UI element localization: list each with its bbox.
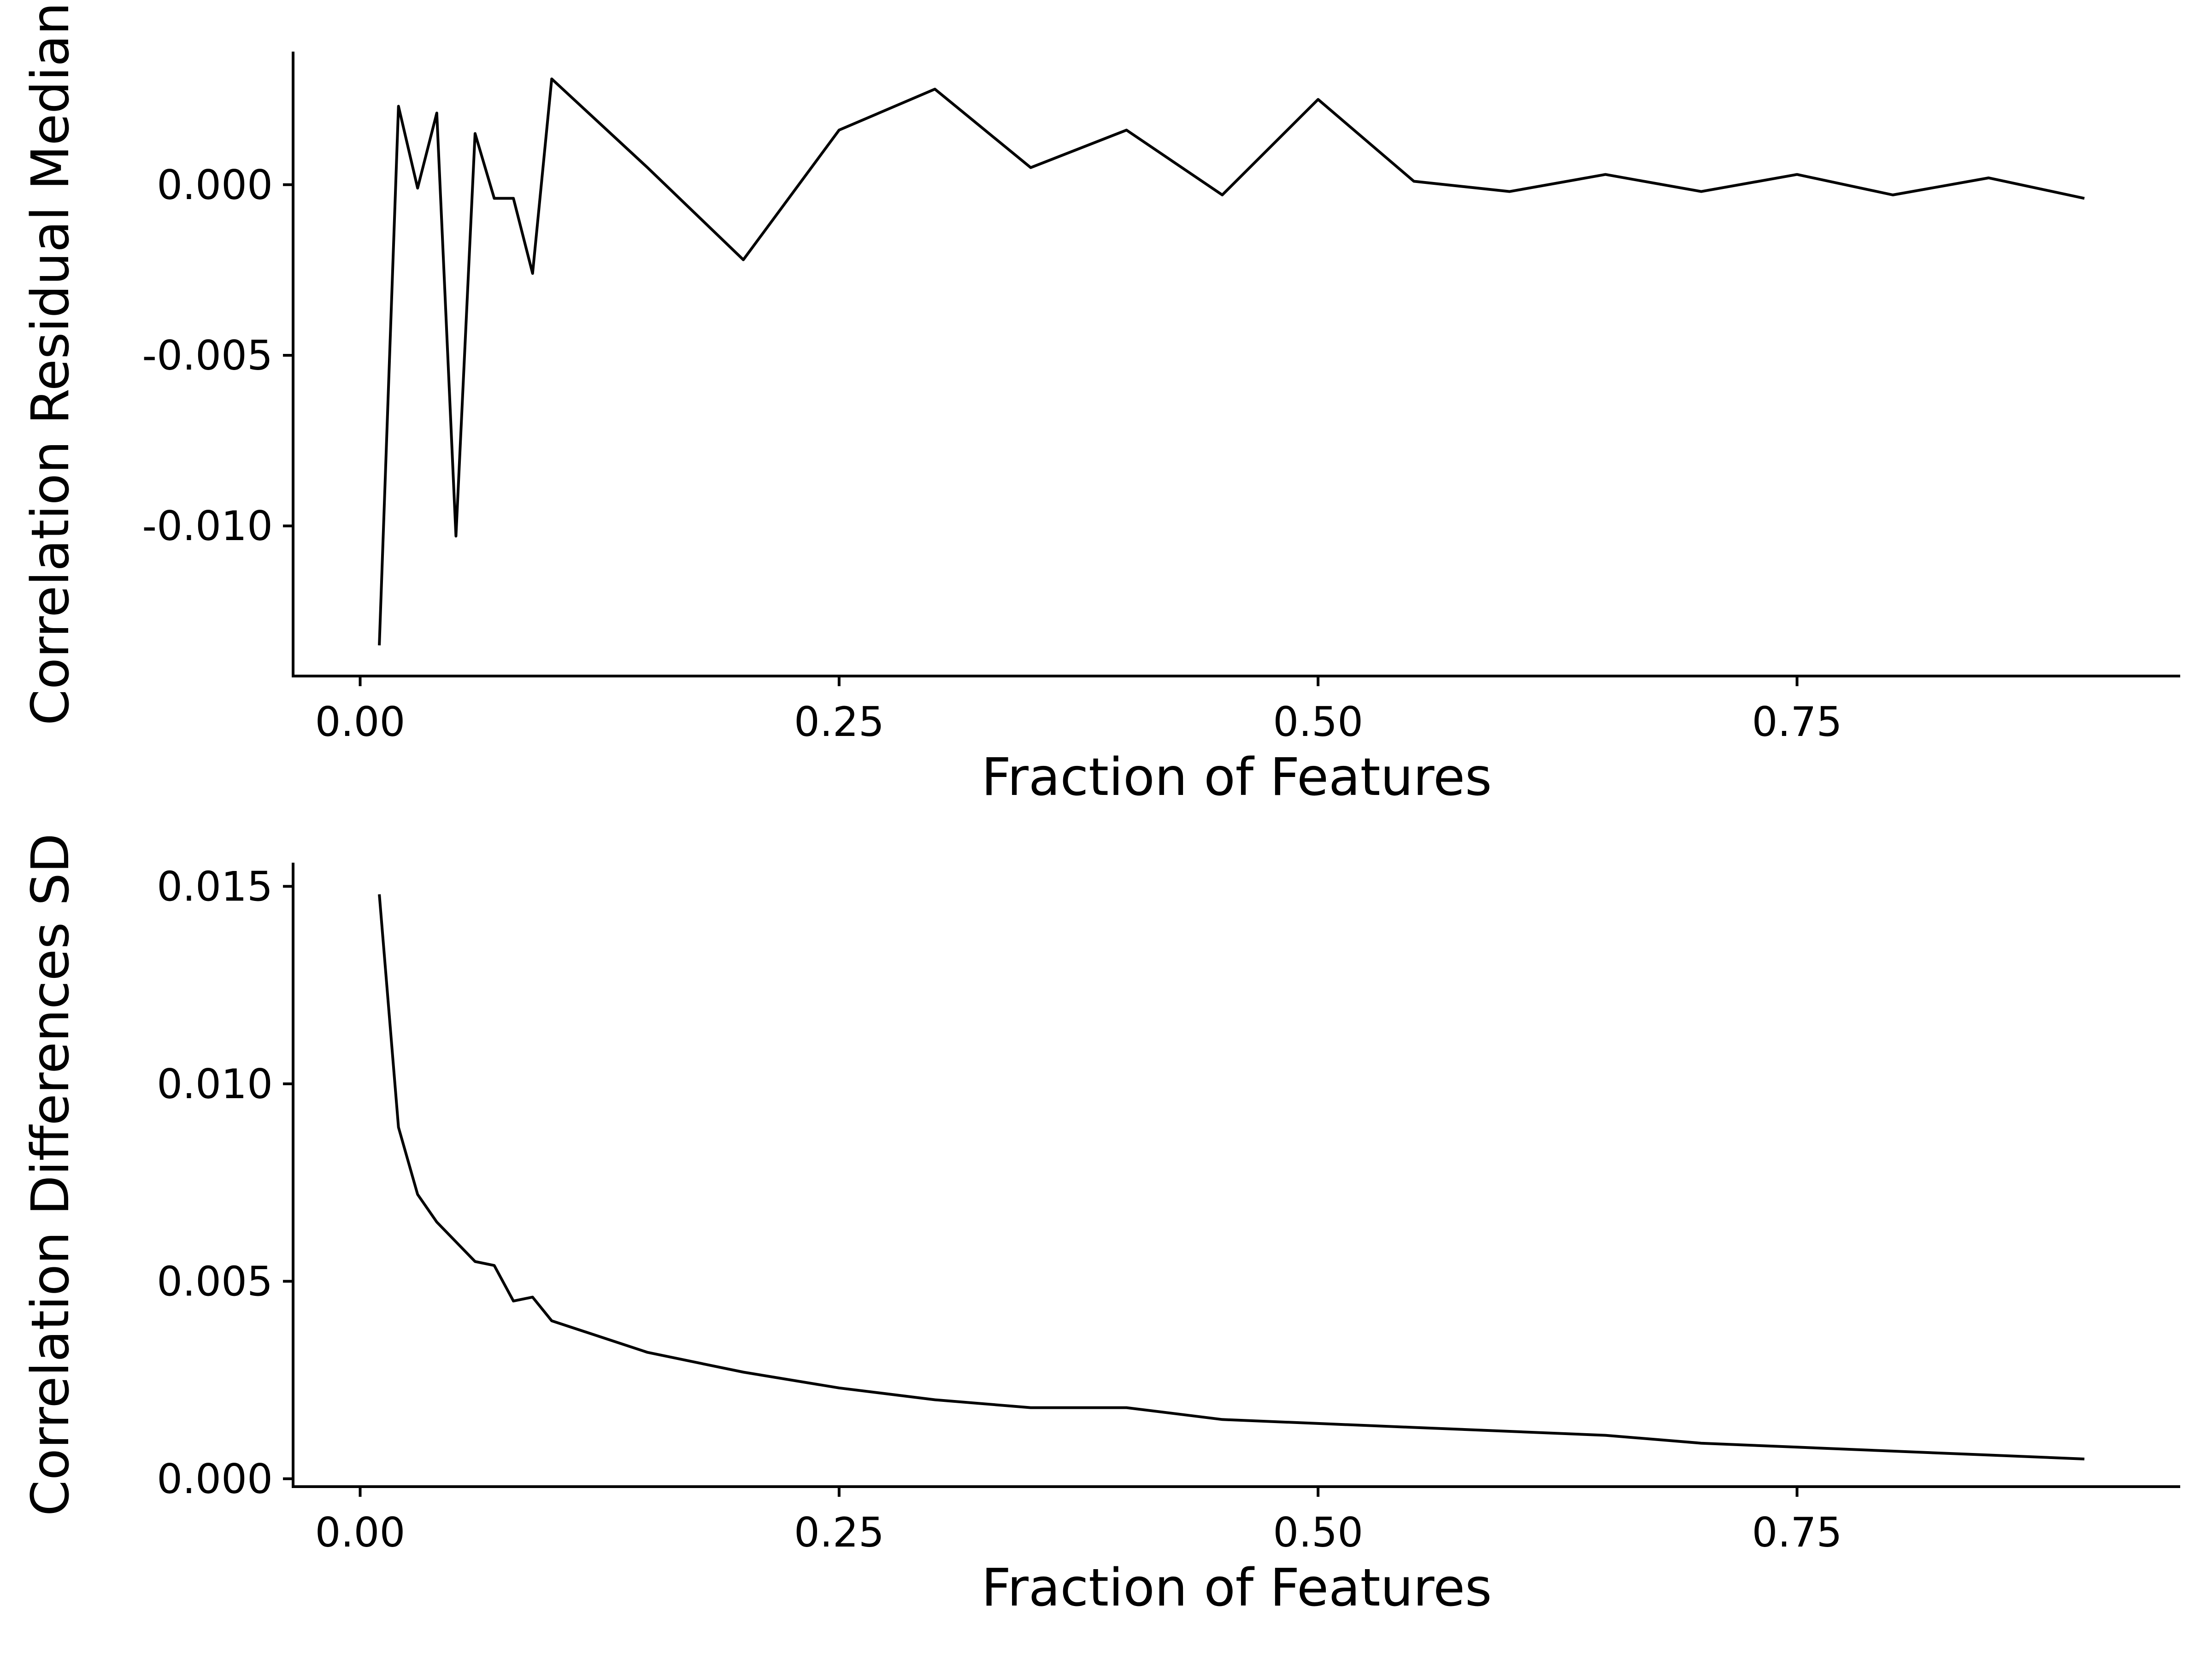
- y-tick-label: 0.010: [157, 1060, 273, 1108]
- series-line: [378, 894, 2085, 1460]
- x-axis-label: Fraction of Features: [982, 1558, 1492, 1618]
- y-axis-label: Correlation Residual Median: [21, 2, 81, 725]
- x-tick-label: 0.25: [794, 698, 884, 746]
- x-tick-label: 0.00: [315, 1509, 406, 1556]
- y-tick-label: -0.005: [142, 332, 273, 379]
- y-tick-label: 0.015: [157, 863, 273, 910]
- bottom-panel-differences-sd: 0.00 0.25 0.50 0.75 0.000 0.005 0.010 0.015 Frac…: [21, 833, 2180, 1618]
- x-tick-label: 0.50: [1273, 698, 1363, 746]
- x-tick-label: 0.50: [1273, 1509, 1363, 1556]
- x-tick-label: 0.25: [794, 1509, 884, 1556]
- top-panel-residual-median: 0.00 0.25 0.50 0.75 -0.010 -0.005 0.000 Fractio…: [21, 2, 2180, 807]
- series-line: [378, 77, 2085, 646]
- y-tick-label: -0.010: [142, 502, 273, 550]
- y-tick-label: 0.000: [157, 1455, 273, 1503]
- x-tick-label: 0.75: [1752, 1509, 1842, 1556]
- y-axis-label: Correlation Differences SD: [21, 833, 81, 1516]
- x-tick-label: 0.00: [315, 698, 406, 746]
- x-tick-label: 0.75: [1752, 698, 1842, 746]
- x-axis-label: Fraction of Features: [982, 747, 1492, 807]
- y-tick-label: 0.005: [157, 1258, 273, 1305]
- y-tick-label: 0.000: [157, 161, 273, 209]
